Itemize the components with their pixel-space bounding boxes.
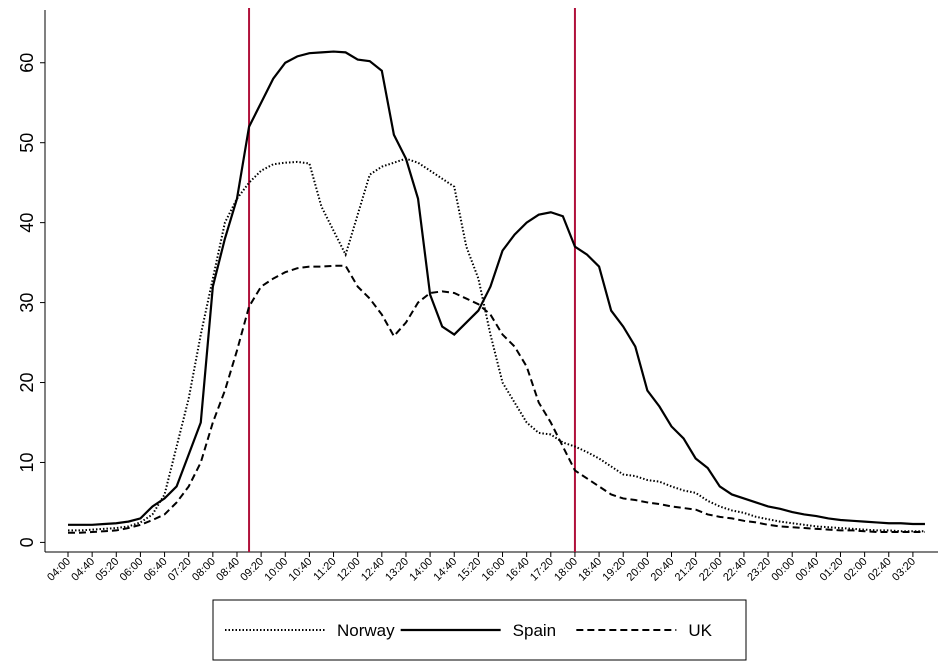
x-tick-label: 10:00 [262, 556, 290, 584]
x-tick-label: 06:40 [142, 556, 170, 584]
y-tick-label: 20 [17, 373, 37, 393]
y-tick-label: 40 [17, 213, 37, 233]
x-tick-label: 20:00 [625, 556, 653, 584]
x-tick-label: 16:40 [504, 556, 532, 584]
x-tick-label: 21:20 [673, 556, 701, 584]
x-tick-label: 23:20 [745, 556, 773, 584]
x-tick-label: 08:40 [214, 556, 242, 584]
x-tick-label: 02:40 [866, 556, 894, 584]
series-line [68, 50, 925, 526]
legend-label: Spain [513, 621, 556, 640]
x-tick-label: 15:20 [456, 556, 484, 584]
y-tick-label: 0 [17, 537, 37, 547]
x-tick-label: 22:40 [721, 556, 749, 584]
y-tick-label: 30 [17, 293, 37, 313]
x-tick-label: 18:40 [576, 556, 604, 584]
x-tick-label: 00:00 [769, 556, 797, 584]
x-tick-label: 08:00 [190, 556, 218, 584]
x-tick-label: 19:20 [600, 556, 628, 584]
series-line [68, 157, 925, 533]
x-tick-label: 07:20 [166, 556, 194, 584]
x-tick-label: 02:00 [842, 556, 870, 584]
x-tick-label: 16:00 [480, 556, 508, 584]
x-tick-label: 00:40 [794, 556, 822, 584]
x-tick-label: 12:00 [335, 556, 363, 584]
legend-label: Norway [337, 621, 395, 640]
x-tick-label: 14:40 [431, 556, 459, 584]
x-tick-label: 04:40 [69, 556, 97, 584]
y-tick-label: 10 [17, 452, 37, 472]
x-tick-label: 04:00 [45, 556, 73, 584]
y-tick-label: 50 [17, 133, 37, 153]
x-tick-label: 17:20 [528, 556, 556, 584]
y-tick-label: 60 [17, 53, 37, 73]
x-tick-label: 22:00 [697, 556, 725, 584]
x-tick-label: 01:20 [818, 556, 846, 584]
x-tick-label: 06:00 [118, 556, 146, 584]
legend-label: UK [688, 621, 712, 640]
x-tick-label: 09:20 [238, 556, 266, 584]
x-tick-label: 05:20 [93, 556, 121, 584]
x-tick-label: 20:40 [649, 556, 677, 584]
x-tick-label: 11:20 [311, 556, 338, 583]
x-tick-label: 13:20 [383, 556, 411, 584]
x-tick-label: 12:40 [359, 556, 387, 584]
series-line [68, 264, 925, 534]
x-tick-label: 18:00 [552, 556, 580, 584]
x-tick-label: 03:20 [890, 556, 918, 584]
x-tick-label: 14:00 [407, 556, 435, 584]
x-tick-label: 10:40 [287, 556, 315, 584]
